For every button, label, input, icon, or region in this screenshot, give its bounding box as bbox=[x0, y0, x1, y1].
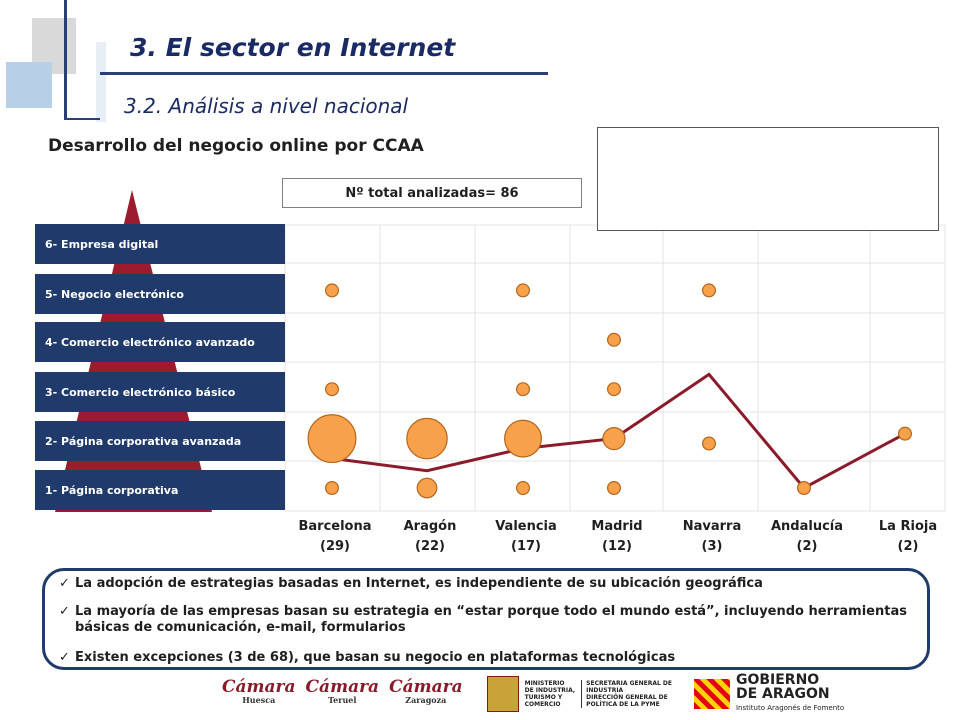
total-analyzed-label: Nº total analizadas= 86 bbox=[345, 185, 519, 201]
category-label: La Rioja bbox=[879, 519, 937, 534]
plot-area bbox=[284, 224, 946, 512]
bubble-point bbox=[325, 481, 340, 496]
gobierno-aragon-logo: GOBIERNO DE ARAGON Instituto Aragonés de… bbox=[693, 673, 844, 715]
header-deco-vline bbox=[64, 0, 67, 118]
category-count-label: (17) bbox=[511, 539, 541, 554]
check-icon: ✓ bbox=[59, 604, 70, 619]
bubble-point bbox=[606, 382, 621, 397]
bubble-point bbox=[796, 481, 811, 496]
category-count-label: (29) bbox=[320, 539, 350, 554]
bubble-point bbox=[325, 382, 340, 397]
bubble-point bbox=[897, 426, 912, 441]
footer-logos: Cámara Huesca Cámara Teruel Cámara Zarag… bbox=[222, 673, 844, 715]
level-label-4: 4- Comercio electrónico avanzado bbox=[35, 322, 285, 362]
category-label: Madrid bbox=[591, 519, 642, 534]
camara-teruel-logo: Cámara Teruel bbox=[305, 677, 380, 706]
bubble-point bbox=[504, 419, 542, 458]
level-label-5: 5- Negocio electrónico bbox=[35, 274, 285, 314]
total-analyzed-box: Nº total analizadas= 86 bbox=[282, 178, 582, 208]
category-label: Andalucía bbox=[771, 519, 843, 534]
level-label-6: 6- Empresa digital bbox=[35, 224, 285, 264]
check-icon: ✓ bbox=[59, 650, 70, 665]
aragon-flag-icon bbox=[693, 679, 730, 709]
bubble-point bbox=[606, 481, 621, 496]
conclusion-item: ✓ La adopción de estrategias basadas en … bbox=[59, 576, 910, 592]
category-count-label: (12) bbox=[602, 539, 632, 554]
chart-heading: Desarrollo del negocio online por CCAA bbox=[48, 136, 424, 156]
bubble-point bbox=[515, 382, 530, 397]
chart-legend bbox=[597, 127, 939, 231]
bubble-point bbox=[406, 417, 448, 460]
page-title: 3. El sector en Internet bbox=[130, 33, 456, 62]
bubble-point bbox=[701, 283, 716, 298]
bubble-point bbox=[307, 414, 357, 464]
header-underline bbox=[100, 72, 548, 75]
conclusion-text: La adopción de estrategias basadas en In… bbox=[75, 576, 763, 591]
header-deco-strip bbox=[96, 42, 106, 122]
conclusion-text: Existen excepciones (3 de 68), que basan… bbox=[75, 650, 676, 665]
bubble-point bbox=[602, 427, 626, 451]
page-subtitle: 3.2. Análisis a nivel nacional bbox=[124, 94, 409, 118]
category-count-label: (3) bbox=[702, 539, 723, 554]
conclusions-box: ✓ La adopción de estrategias basadas en … bbox=[42, 568, 930, 670]
camara-huesca-logo: Cámara Huesca bbox=[222, 677, 296, 706]
camara-zaragoza-logo: Cámara Zaragoza bbox=[389, 677, 463, 706]
conclusion-item: ✓ Existen excepciones (3 de 68), que bas… bbox=[59, 650, 910, 666]
check-icon: ✓ bbox=[59, 576, 70, 591]
ministry-logo: MINISTERIO DE INDUSTRIA, TURISMO Y COMER… bbox=[486, 676, 672, 712]
bubble-point bbox=[515, 283, 530, 298]
bubble-point bbox=[606, 332, 621, 347]
category-label: Valencia bbox=[495, 519, 557, 534]
bubble-point bbox=[515, 481, 530, 496]
header-deco-square-blue bbox=[6, 62, 52, 108]
conclusion-item: ✓ La mayoría de las empresas basan su es… bbox=[59, 604, 910, 636]
category-count-label: (2) bbox=[797, 539, 818, 554]
level-label-2: 2- Página corporativa avanzada bbox=[35, 421, 285, 461]
bubble-point bbox=[701, 436, 716, 451]
bubble-point bbox=[416, 477, 438, 499]
bubble-point bbox=[325, 283, 340, 298]
category-count-label: (2) bbox=[898, 539, 919, 554]
category-label: Aragón bbox=[404, 519, 457, 534]
header-deco-hline bbox=[64, 118, 100, 120]
level-label-3: 3- Comercio electrónico básico bbox=[35, 372, 285, 412]
category-label: Navarra bbox=[683, 519, 742, 534]
category-label: Barcelona bbox=[298, 519, 371, 534]
category-count-label: (22) bbox=[415, 539, 445, 554]
level-label-1: 1- Página corporativa bbox=[35, 470, 285, 510]
conclusion-text: La mayoría de las empresas basan su estr… bbox=[75, 604, 907, 635]
coat-of-arms-icon bbox=[486, 676, 519, 712]
